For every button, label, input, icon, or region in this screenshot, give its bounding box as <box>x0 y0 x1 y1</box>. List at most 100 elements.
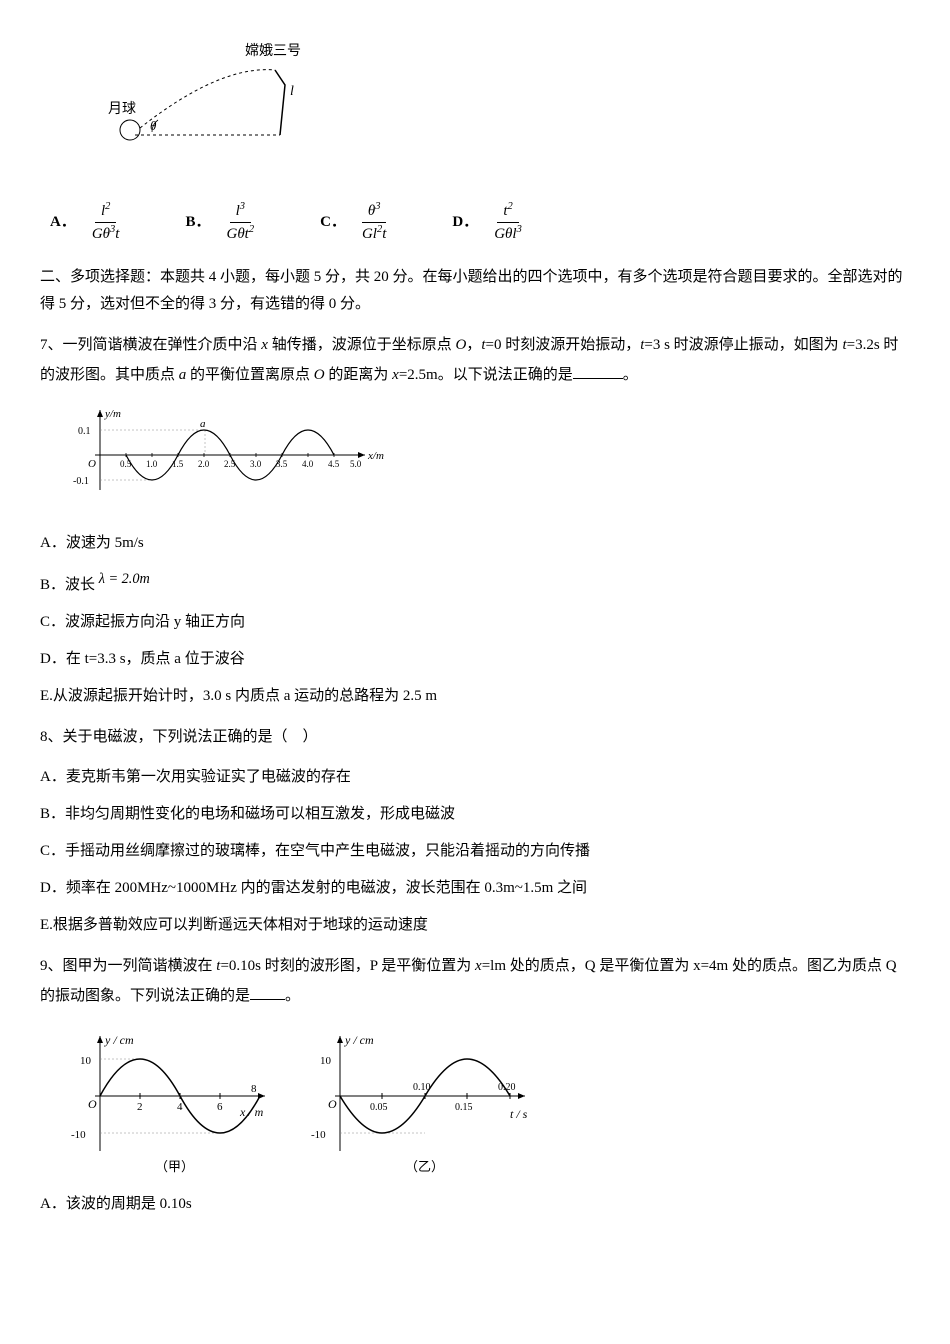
q8-opt-c: C．手摇动用丝绸摩擦过的玻璃棒，在空气中产生电磁波，只能沿着摇动的方向传播 <box>40 838 910 865</box>
q9l-caption: （甲） <box>155 1159 194 1174</box>
svg-text:4.5: 4.5 <box>328 459 340 469</box>
q7-options: A．波速为 5m/s B．波长 λ = 2.0m C．波源起振方向沿 y 轴正方… <box>40 530 910 710</box>
q7-x2: x <box>392 367 399 383</box>
q7-p10: 。 <box>623 367 638 383</box>
q7-p8: 的距离为 <box>325 367 393 383</box>
q9-diagrams: y / cm x / m 10 -10 O 2 4 6 8 （甲） y / cm… <box>70 1026 910 1176</box>
q9l-xlabel: x / m <box>239 1105 264 1119</box>
q7-point-a: a <box>200 418 206 430</box>
q9-x: x <box>475 958 482 974</box>
num-d: t2 <box>497 200 518 223</box>
q8-opt-b: B．非均匀周期性变化的电场和磁场可以相互激发，形成电磁波 <box>40 801 910 828</box>
q7-opt-b-formula: λ = 2.0m <box>99 571 150 587</box>
section2-title: 二、多项选择题：本题共 4 小题，每小题 5 分，共 20 分。在每小题给出的四… <box>40 264 910 318</box>
svg-text:5.0: 5.0 <box>350 459 362 469</box>
svg-text:1.0: 1.0 <box>146 459 158 469</box>
svg-text:4.0: 4.0 <box>302 459 314 469</box>
label-moon: 月球 <box>108 101 136 117</box>
option-d: D． t2 Gθl3 <box>452 200 527 244</box>
svg-text:1.5: 1.5 <box>172 459 184 469</box>
q7-origin: O <box>88 458 96 470</box>
fraction-a: l2 Gθ3t <box>86 200 126 244</box>
q9-text: 9、图甲为一列简谐横波在 t=0.10s 时刻的波形图，P 是平衡位置为 x=l… <box>40 951 910 1011</box>
option-label-a: A． <box>50 209 76 236</box>
q9l-origin: O <box>88 1097 97 1111</box>
q7-xlabel: x/m <box>367 450 384 462</box>
den-a: Gθ3t <box>86 223 126 245</box>
q7-x: x <box>261 337 268 353</box>
option-label-b: B． <box>185 209 210 236</box>
q7-text: 7、一列简谐横波在弹性介质中沿 x 轴传播，波源位于坐标原点 O，t=0 时刻波… <box>40 330 910 390</box>
svg-text:2: 2 <box>137 1101 143 1113</box>
num-a: l2 <box>95 200 116 223</box>
q7-ylabel: y/m <box>104 408 121 420</box>
q7-wave-diagram: y/m x/m 0.1 -0.1 O a 0.5 1.0 1.5 2.0 2.5… <box>70 405 910 515</box>
q7-opt-e: E.从波源起振开始计时，3.0 s 内质点 a 运动的总路程为 2.5 m <box>40 683 910 710</box>
q7-O2: O <box>314 367 325 383</box>
q7-p2: 轴传播，波源位于坐标原点 <box>268 337 456 353</box>
option-c: C． θ3 Gl2t <box>320 200 392 244</box>
option-b: B． l3 Gθt2 <box>185 200 260 244</box>
q7-opt-b-prefix: B．波长 <box>40 577 95 593</box>
den-b: Gθt2 <box>220 223 260 245</box>
q9-diagram-right: y / cm t / s 10 -10 O 0.05 0.10 0.15 0.2… <box>310 1026 540 1176</box>
moon-orbit-diagram: 嫦娥三号 月球 θ l <box>80 40 910 180</box>
q8-opt-a: A．麦克斯韦第一次用实验证实了电磁波的存在 <box>40 764 910 791</box>
q9l-ymax: 10 <box>80 1055 92 1067</box>
svg-text:4: 4 <box>177 1101 183 1113</box>
q9-blank <box>250 985 285 1000</box>
q8-opt-d: D．频率在 200MHz~1000MHz 内的雷达发射的电磁波，波长范围在 0.… <box>40 875 910 902</box>
q8-opt-e: E.根据多普勒效应可以判断遥远天体相对于地球的运动速度 <box>40 912 910 939</box>
fraction-b: l3 Gθt2 <box>220 200 260 244</box>
q9r-caption: （乙） <box>405 1159 444 1174</box>
option-a: A． l2 Gθ3t <box>50 200 125 244</box>
q7-opt-a: A．波速为 5m/s <box>40 530 910 557</box>
svg-text:2.0: 2.0 <box>198 459 210 469</box>
label-change3: 嫦娥三号 <box>245 43 301 59</box>
q7-opt-b: B．波长 λ = 2.0m <box>40 567 910 599</box>
q7-p7: 的平衡位置离原点 <box>186 367 314 383</box>
q7-p5: =3 s 时波源停止振动，如图为 <box>644 337 842 353</box>
l-label: l <box>290 84 294 99</box>
svg-text:2.5: 2.5 <box>224 459 236 469</box>
svg-text:0.15: 0.15 <box>455 1102 473 1113</box>
q6-options: A． l2 Gθ3t B． l3 Gθt2 C． θ3 Gl2t D． t2 G… <box>40 200 910 244</box>
den-c: Gl2t <box>356 223 392 245</box>
svg-text:6: 6 <box>217 1101 223 1113</box>
q9r-ylabel: y / cm <box>344 1033 374 1047</box>
q7-ymin: -0.1 <box>73 476 89 487</box>
q7-blank <box>573 364 623 379</box>
q7-p4: =0 时刻波源开始振动， <box>485 337 640 353</box>
q9-diagram-left: y / cm x / m 10 -10 O 2 4 6 8 （甲） <box>70 1026 280 1176</box>
q9r-origin: O <box>328 1097 337 1111</box>
den-d: Gθl3 <box>488 223 528 245</box>
q9-p4: 。 <box>285 988 300 1004</box>
svg-text:0.20: 0.20 <box>498 1082 516 1093</box>
q8-options: A．麦克斯韦第一次用实验证实了电磁波的存在 B．非均匀周期性变化的电场和磁场可以… <box>40 764 910 939</box>
q7-O1: O <box>455 337 466 353</box>
q7-ymax: 0.1 <box>78 426 91 437</box>
fraction-c: θ3 Gl2t <box>356 200 392 244</box>
q7-p3: ， <box>466 337 481 353</box>
svg-text:0.10: 0.10 <box>413 1082 431 1093</box>
fraction-d: t2 Gθl3 <box>488 200 528 244</box>
option-label-d: D． <box>452 209 478 236</box>
svg-text:0.5: 0.5 <box>120 459 132 469</box>
q9-opt-a: A．该波的周期是 0.10s <box>40 1191 910 1218</box>
svg-text:8: 8 <box>251 1083 257 1095</box>
q9l-ymin: -10 <box>71 1129 86 1141</box>
svg-text:3.0: 3.0 <box>250 459 262 469</box>
q9r-xlabel: t / s <box>510 1107 528 1121</box>
q7-opt-c: C．波源起振方向沿 y 轴正方向 <box>40 609 910 636</box>
q8-text: 8、关于电磁波，下列说法正确的是（ ） <box>40 722 910 752</box>
svg-text:3.5: 3.5 <box>276 459 288 469</box>
q9r-ymax: 10 <box>320 1055 332 1067</box>
num-c: θ3 <box>362 200 387 223</box>
q9-options: A．该波的周期是 0.10s <box>40 1191 910 1218</box>
q9-p2: =0.10s 时刻的波形图，P 是平衡位置为 <box>220 958 475 974</box>
q7-p9: =2.5m。以下说法正确的是 <box>399 367 573 383</box>
svg-text:0.05: 0.05 <box>370 1102 388 1113</box>
q7-opt-d: D．在 t=3.3 s，质点 a 位于波谷 <box>40 646 910 673</box>
q9l-ylabel: y / cm <box>104 1033 134 1047</box>
num-b: l3 <box>230 200 251 223</box>
